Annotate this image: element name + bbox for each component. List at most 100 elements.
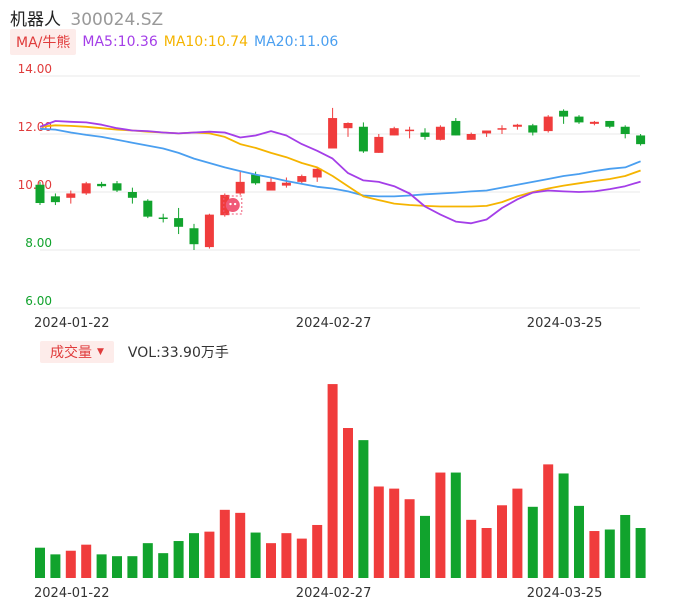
candlesticks[interactable] — [35, 107, 646, 250]
volume-bar[interactable] — [35, 547, 45, 578]
volume-bar[interactable] — [96, 554, 107, 578]
candle[interactable] — [127, 187, 137, 204]
candle-body — [297, 176, 307, 182]
volume-bar[interactable] — [173, 541, 184, 578]
volume-bar[interactable] — [142, 543, 153, 578]
candle[interactable] — [374, 134, 384, 153]
volume-bar[interactable] — [373, 486, 384, 578]
volume-bar[interactable] — [420, 515, 430, 578]
candle[interactable] — [189, 223, 199, 250]
candle[interactable] — [97, 181, 107, 188]
candle-body — [543, 116, 553, 132]
ma20-line — [39, 127, 641, 198]
candle[interactable] — [50, 193, 60, 206]
candle-body — [389, 128, 399, 136]
volume-bar[interactable] — [65, 550, 76, 578]
volume-bar[interactable] — [112, 556, 122, 578]
volume-bar[interactable] — [589, 531, 600, 578]
candle[interactable] — [559, 109, 569, 124]
volume-bar[interactable] — [527, 506, 538, 578]
candle-body — [204, 214, 214, 248]
volume-indicator-dropdown[interactable]: 成交量 ▼ — [40, 341, 114, 363]
candle[interactable] — [66, 190, 76, 204]
candle[interactable] — [220, 193, 230, 217]
candle[interactable] — [143, 199, 153, 219]
volume-legend: 成交量 ▼ VOL:33.90万手 — [40, 341, 229, 363]
volume-bar[interactable] — [327, 384, 338, 578]
volume-bar[interactable] — [204, 531, 215, 578]
volume-bar[interactable] — [189, 533, 199, 578]
candle[interactable] — [158, 213, 168, 223]
candle[interactable] — [589, 120, 599, 126]
volume-bar[interactable] — [635, 528, 646, 578]
candle[interactable] — [420, 128, 430, 140]
volume-bar[interactable] — [620, 514, 631, 578]
volume-bar[interactable] — [497, 505, 507, 578]
candle[interactable] — [512, 123, 522, 130]
candle[interactable] — [636, 134, 646, 146]
candle[interactable] — [528, 123, 538, 136]
candle[interactable] — [81, 181, 91, 195]
candle[interactable] — [466, 132, 476, 140]
volume-bar[interactable] — [296, 538, 307, 578]
volume-bar[interactable] — [266, 543, 276, 578]
candle[interactable] — [405, 126, 415, 139]
moving-average-lines — [39, 120, 641, 225]
volume-bar[interactable] — [466, 519, 477, 578]
volume-bar[interactable] — [50, 554, 61, 578]
candle[interactable] — [451, 118, 461, 136]
bull-marker[interactable] — [223, 195, 243, 215]
volume-bar[interactable] — [512, 488, 523, 578]
volume-bar[interactable] — [158, 553, 169, 578]
candle-body — [405, 129, 415, 132]
candle[interactable] — [112, 180, 122, 192]
x-tick-label: 2024-01-22 — [34, 316, 110, 331]
volume-bar[interactable] — [435, 472, 446, 578]
ma-legend: MA/牛熊 MA5:10.36 MA10:10.74 MA20:11.06 — [10, 29, 344, 55]
candle[interactable] — [328, 107, 338, 149]
candle[interactable] — [543, 115, 553, 133]
candle[interactable] — [482, 130, 492, 137]
candle[interactable] — [235, 171, 245, 195]
volume-bar[interactable] — [389, 488, 400, 578]
volume-bar[interactable] — [404, 499, 415, 578]
volume-bar[interactable] — [450, 472, 461, 578]
volume-bar[interactable] — [281, 533, 292, 578]
volume-bar[interactable] — [481, 528, 492, 578]
candle[interactable] — [312, 167, 322, 182]
candle[interactable] — [389, 126, 399, 136]
candle[interactable] — [435, 125, 445, 141]
candle[interactable] — [174, 207, 184, 235]
volume-bar[interactable] — [250, 532, 261, 578]
volume-bar[interactable] — [604, 529, 615, 578]
candle[interactable] — [35, 181, 45, 206]
candle[interactable] — [358, 122, 368, 153]
candle-body — [50, 196, 60, 203]
candle-body — [574, 116, 584, 123]
volume-bar[interactable] — [574, 505, 584, 578]
candle[interactable] — [266, 177, 276, 191]
candle-body — [35, 184, 45, 204]
volume-bars[interactable] — [35, 384, 646, 578]
candle[interactable] — [343, 122, 353, 137]
candle[interactable] — [497, 125, 507, 134]
candle[interactable] — [281, 177, 291, 188]
candle[interactable] — [620, 125, 630, 139]
volume-bar[interactable] — [127, 556, 138, 578]
candle-body — [189, 228, 199, 245]
volume-bar[interactable] — [81, 544, 92, 578]
volume-bar[interactable] — [358, 440, 369, 578]
volume-bar[interactable] — [312, 524, 323, 578]
volume-bar[interactable] — [235, 512, 246, 578]
volume-bar[interactable] — [558, 473, 569, 578]
volume-bar[interactable] — [343, 428, 353, 578]
candle[interactable] — [605, 120, 615, 129]
candle-body — [235, 181, 245, 194]
ma-toggle-button[interactable]: MA/牛熊 — [10, 29, 77, 55]
volume-bar[interactable] — [543, 464, 554, 578]
candle[interactable] — [204, 213, 214, 249]
volume-bar[interactable] — [219, 509, 230, 578]
candle[interactable] — [297, 174, 307, 184]
candle[interactable] — [574, 115, 584, 124]
